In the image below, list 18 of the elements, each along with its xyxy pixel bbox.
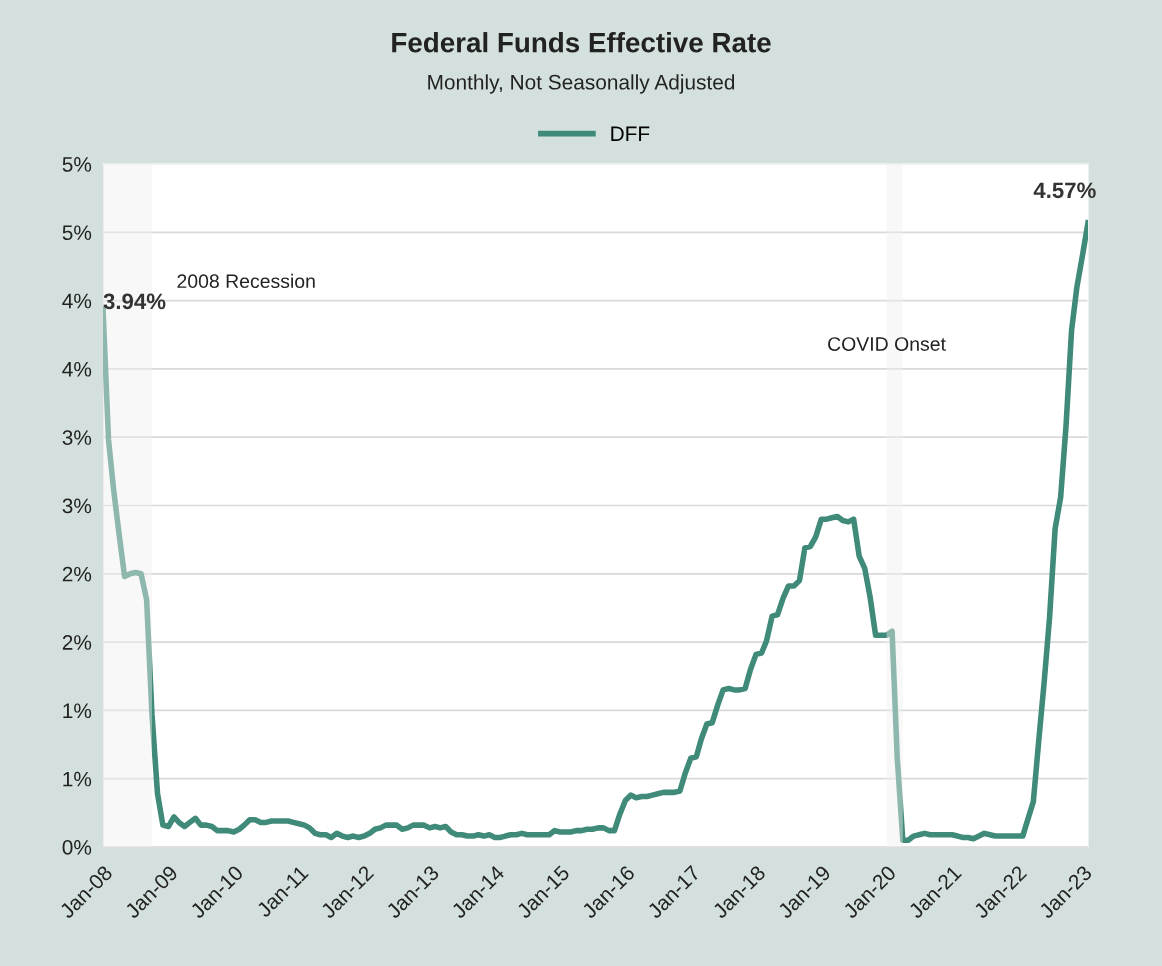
y-tick-label: 3% (62, 430, 92, 445)
y-tick-label: 0% (62, 840, 92, 855)
y-tick-label: 2% (62, 635, 92, 650)
legend-label: DFF (611, 126, 650, 141)
y-tick-label: 5% (62, 157, 92, 172)
y-tick-label: 1% (63, 771, 92, 787)
y-tick-label: 4% (62, 293, 92, 309)
band-label: COVID Onset (828, 337, 946, 351)
y-tick-label: 2% (62, 566, 92, 582)
chart-title: Federal Funds Effective Rate (392, 32, 771, 53)
data-label: 3.94% (103, 293, 166, 310)
data-label: 4.57% (1033, 182, 1096, 199)
band-label: 2008 Recession (177, 273, 315, 289)
y-tick-label: 5% (62, 225, 92, 241)
y-tick-label: 3% (62, 498, 92, 514)
y-tick-label: 4% (62, 361, 92, 377)
chart-subtitle: Monthly, Not Seasonally Adjusted (428, 74, 735, 94)
y-tick-label: 1% (63, 703, 92, 719)
